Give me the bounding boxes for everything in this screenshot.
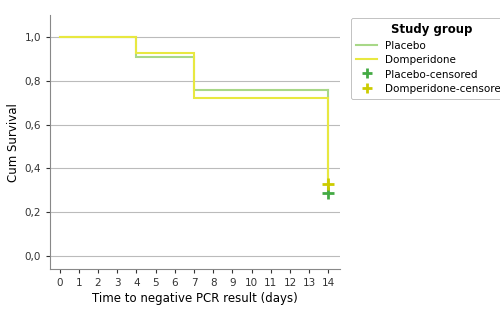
Legend: Placebo, Domperidone, Placebo-censored, Domperidone-censored: Placebo, Domperidone, Placebo-censored, …: [351, 18, 500, 99]
X-axis label: Time to negative PCR result (days): Time to negative PCR result (days): [92, 292, 298, 305]
Y-axis label: Cum Survival: Cum Survival: [8, 103, 20, 182]
